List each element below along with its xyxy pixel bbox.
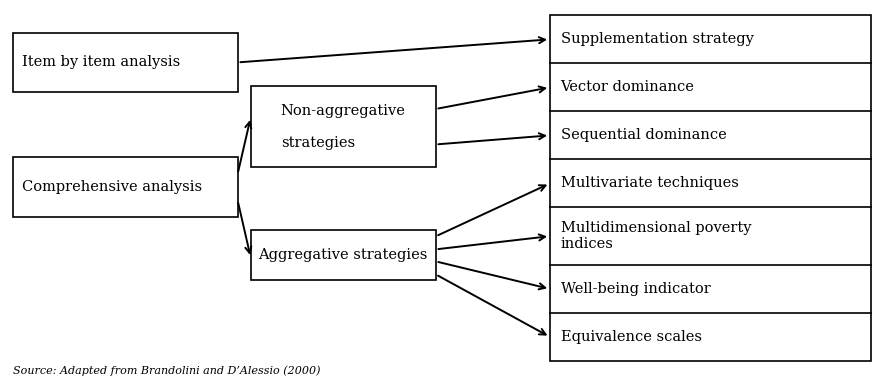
Text: Item by item analysis: Item by item analysis [22,55,180,70]
Text: Equivalence scales: Equivalence scales [561,330,701,344]
Text: Aggregative strategies: Aggregative strategies [259,248,428,262]
Text: Sequential dominance: Sequential dominance [561,128,726,142]
Text: Well-being indicator: Well-being indicator [561,282,710,296]
Text: Multivariate techniques: Multivariate techniques [561,176,738,190]
Text: Non-aggregative

strategies: Non-aggregative strategies [281,104,406,150]
Text: Multidimensional poverty
indices: Multidimensional poverty indices [561,221,751,251]
Bar [251,86,436,167]
Text: Vector dominance: Vector dominance [561,80,694,94]
Bar [13,157,238,217]
Bar [550,15,871,361]
Text: Source: Adapted from Brandolini and D’Alessio (2000): Source: Adapted from Brandolini and D’Al… [13,366,320,376]
Text: Supplementation strategy: Supplementation strategy [561,32,753,46]
Text: Comprehensive analysis: Comprehensive analysis [22,180,202,194]
Bar [13,33,238,92]
Bar [251,230,436,280]
